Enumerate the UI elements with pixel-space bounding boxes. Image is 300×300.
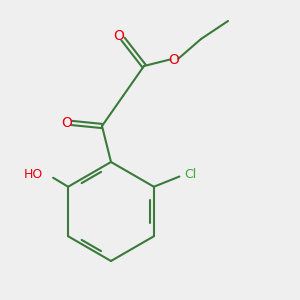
Text: O: O xyxy=(61,116,72,130)
Text: O: O xyxy=(113,29,124,43)
Text: HO: HO xyxy=(23,168,43,181)
Text: O: O xyxy=(169,53,179,67)
Text: Cl: Cl xyxy=(184,168,196,181)
